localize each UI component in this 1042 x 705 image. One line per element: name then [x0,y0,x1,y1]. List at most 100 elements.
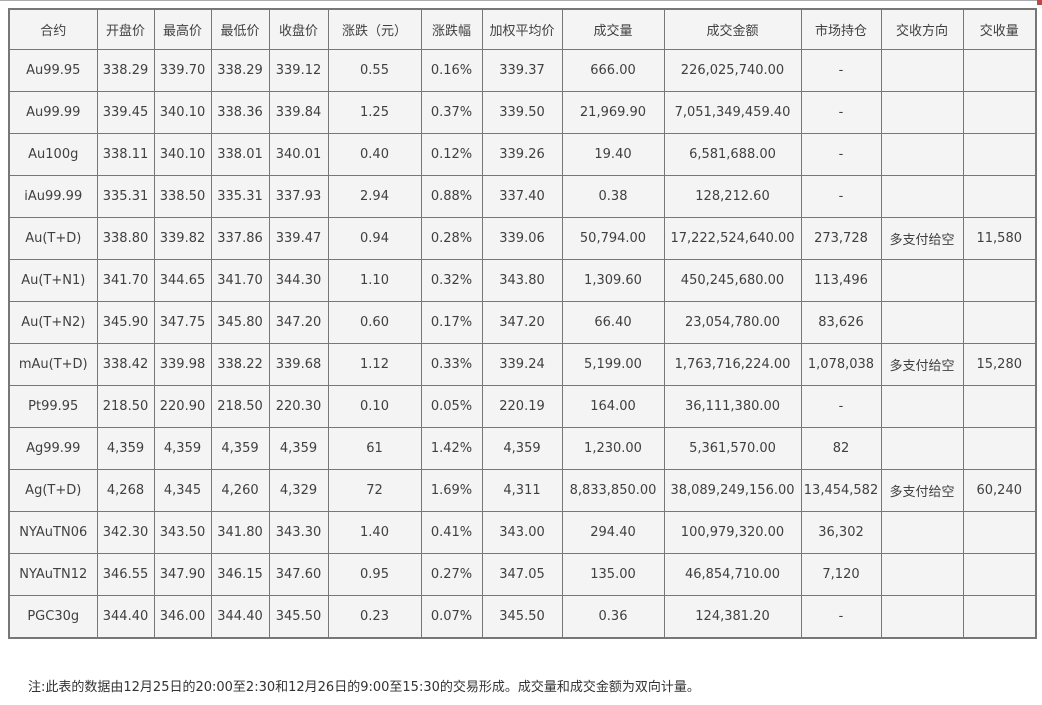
value-cell: 0.40 [327,133,422,176]
contract-cell: Au(T+N1) [8,259,98,302]
value-cell: 82 [800,427,882,470]
value-cell: 0.32% [420,259,483,302]
value-cell: 0.94 [327,217,422,260]
value-cell: 19.40 [561,133,665,176]
contract-cell: Au100g [8,133,98,176]
value-cell: 36,111,380.00 [663,385,802,428]
value-cell: 1,230.00 [561,427,665,470]
column-header: 收盘价 [268,8,329,50]
value-cell: 1,763,716,224.00 [663,343,802,386]
table-row: Pt99.95 218.50 220.90 218.50 220.30 0.10 0.05%… [8,385,1037,428]
value-cell: 0.23 [327,595,422,639]
column-header: 合约 [8,8,98,50]
value-cell: 347.90 [153,553,212,596]
value-cell: - [800,175,882,218]
value-cell: 15,280 [962,343,1037,386]
value-cell: 0.10 [327,385,422,428]
value-cell [880,595,964,639]
value-cell: 347.05 [481,553,563,596]
value-cell: 343.80 [481,259,563,302]
value-cell: 0.38 [561,175,665,218]
value-cell: 339.82 [153,217,212,260]
table-row: Au99.95 338.29 339.70 338.29 339.12 0.55 0.16%… [8,49,1037,92]
value-cell: 220.19 [481,385,563,428]
table-row: Au(T+D) 338.80 339.82 337.86 339.47 0.94 0.28%… [8,217,1037,260]
value-cell: 343.30 [268,511,329,554]
value-cell: 多支付给空 [880,469,964,512]
value-cell: 220.30 [268,385,329,428]
contract-cell: Ag(T+D) [8,469,98,512]
contract-cell: Au(T+D) [8,217,98,260]
header-row: 合约 开盘价 最高价 最低价 收盘价 涨跌（元） 涨跌幅 加权平均价 成交量 成交金额 市场持仓 交收… [8,8,1037,50]
value-cell: 0.36 [561,595,665,639]
value-cell: 339.50 [481,91,563,134]
table-row: NYAuTN12 346.55 347.90 346.15 347.60 0.95 0.27… [8,553,1037,596]
table-row: Ag(T+D) 4,268 4,345 4,260 4,329 72 1.69% 4,311 8… [8,469,1037,512]
value-cell: 338.50 [153,175,212,218]
value-cell: - [800,49,882,92]
value-cell [880,385,964,428]
value-cell: 4,260 [210,469,270,512]
value-cell: 340.01 [268,133,329,176]
corner-mark [1037,0,1042,5]
value-cell: 135.00 [561,553,665,596]
value-cell: 346.55 [96,553,155,596]
value-cell [962,511,1037,554]
value-cell: 339.26 [481,133,563,176]
value-cell: - [800,133,882,176]
value-cell: 337.86 [210,217,270,260]
value-cell [880,175,964,218]
table-body: Au99.95 338.29 339.70 338.29 339.12 0.55 0.16%… [8,49,1037,639]
value-cell: 342.30 [96,511,155,554]
value-cell: 0.16% [420,49,483,92]
value-cell [962,175,1037,218]
table-row: Au(T+N2) 345.90 347.75 345.80 347.20 0.60 0.17… [8,301,1037,344]
contract-cell: NYAuTN06 [8,511,98,554]
value-cell: 226,025,740.00 [663,49,802,92]
value-cell: 1,078,038 [800,343,882,386]
value-cell: 21,969.90 [561,91,665,134]
value-cell: 346.15 [210,553,270,596]
value-cell: 340.10 [153,133,212,176]
value-cell: 多支付给空 [880,217,964,260]
value-cell: 450,245,680.00 [663,259,802,302]
value-cell: 347.60 [268,553,329,596]
value-cell: 339.68 [268,343,329,386]
value-cell: 50,794.00 [561,217,665,260]
value-cell: 0.95 [327,553,422,596]
value-cell: 341.80 [210,511,270,554]
table-row: Au100g 338.11 340.10 338.01 340.01 0.40 0.12% 3… [8,133,1037,176]
value-cell: 72 [327,469,422,512]
value-cell [962,49,1037,92]
value-cell: 337.40 [481,175,563,218]
value-cell: 4,329 [268,469,329,512]
value-cell: 344.40 [210,595,270,639]
value-cell [880,91,964,134]
value-cell: 0.05% [420,385,483,428]
value-cell: 343.00 [481,511,563,554]
value-cell [962,133,1037,176]
value-cell [962,553,1037,596]
value-cell: 347.20 [481,301,563,344]
value-cell: 1.69% [420,469,483,512]
value-cell: 338.22 [210,343,270,386]
value-cell: 335.31 [210,175,270,218]
contract-cell: mAu(T+D) [8,343,98,386]
value-cell: 1.40 [327,511,422,554]
value-cell: 339.98 [153,343,212,386]
contract-cell: NYAuTN12 [8,553,98,596]
value-cell: 124,381.20 [663,595,802,639]
value-cell: 339.06 [481,217,563,260]
value-cell: 0.28% [420,217,483,260]
value-cell [962,259,1037,302]
value-cell: 347.20 [268,301,329,344]
value-cell [962,385,1037,428]
value-cell: 38,089,249,156.00 [663,469,802,512]
value-cell: 346.00 [153,595,212,639]
contract-cell: Au99.99 [8,91,98,134]
value-cell [880,511,964,554]
value-cell: 338.11 [96,133,155,176]
value-cell: 36,302 [800,511,882,554]
value-cell [880,427,964,470]
table-row: mAu(T+D) 338.42 339.98 338.22 339.68 1.12 0.33… [8,343,1037,386]
